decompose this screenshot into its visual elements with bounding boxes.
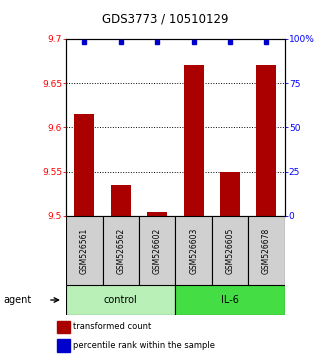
Bar — [139, 216, 175, 285]
Text: control: control — [104, 295, 138, 305]
Bar — [248, 216, 285, 285]
Bar — [103, 216, 139, 285]
Text: agent: agent — [3, 295, 31, 305]
Bar — [175, 285, 285, 315]
Bar — [147, 211, 167, 216]
Bar — [212, 216, 248, 285]
Bar — [57, 321, 70, 333]
Bar — [66, 216, 103, 285]
Text: transformed count: transformed count — [73, 322, 151, 331]
Bar — [74, 114, 94, 216]
Bar — [257, 65, 276, 216]
Text: GDS3773 / 10510129: GDS3773 / 10510129 — [102, 12, 229, 25]
Text: IL-6: IL-6 — [221, 295, 239, 305]
Bar — [175, 216, 212, 285]
Bar — [66, 285, 175, 315]
Bar — [220, 172, 240, 216]
Text: GSM526602: GSM526602 — [153, 227, 162, 274]
Text: GSM526605: GSM526605 — [225, 227, 235, 274]
Bar — [111, 185, 131, 216]
Text: GSM526678: GSM526678 — [262, 227, 271, 274]
Text: percentile rank within the sample: percentile rank within the sample — [73, 341, 215, 350]
Text: GSM526603: GSM526603 — [189, 227, 198, 274]
Text: GSM526562: GSM526562 — [116, 227, 125, 274]
Bar — [57, 339, 70, 352]
Bar — [184, 65, 204, 216]
Text: GSM526561: GSM526561 — [80, 227, 89, 274]
